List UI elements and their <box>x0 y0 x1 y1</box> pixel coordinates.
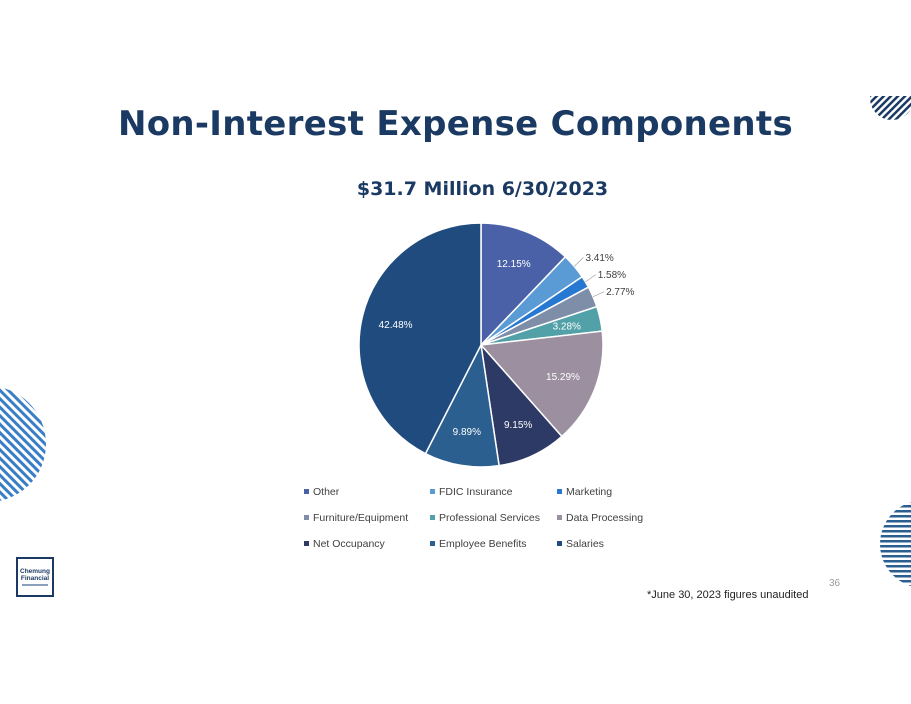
legend-swatch <box>557 489 562 494</box>
legend-label: FDIC Insurance <box>439 485 513 498</box>
pie-slice-salaries <box>358 222 482 455</box>
legend-item-other: Other <box>304 483 430 500</box>
pie-label-other: 12.15% <box>497 259 531 270</box>
legend-swatch <box>430 515 435 520</box>
decorative-striped-circle-top-right <box>870 96 911 120</box>
pie-label-data-processing: 15.29% <box>546 372 580 383</box>
pie-slice-data-processing <box>479 330 604 438</box>
legend-swatch <box>430 489 435 494</box>
footnote: *June 30, 2023 figures unaudited <box>647 589 809 601</box>
legend-swatch <box>304 541 309 546</box>
pie-labels: 12.15% 3.41% 1.58% 2.77% 3.28% 15.29% 9.15% 9.8… <box>379 253 635 438</box>
decorative-striped-circle-left <box>0 386 46 502</box>
legend-label: Marketing <box>566 485 613 498</box>
legend-label: Salaries <box>566 537 604 550</box>
pie-label-net-occupancy: 9.15% <box>504 420 532 431</box>
company-logo: Chemung Financial <box>16 557 54 597</box>
pie-slice-employee-benefits <box>424 342 500 468</box>
legend-item-salaries: Salaries <box>557 535 677 552</box>
legend-item-net-occupancy: Net Occupancy <box>304 535 430 552</box>
legend-label: Other <box>313 485 340 498</box>
pie-label-employee-benefits: 9.89% <box>453 427 481 438</box>
pie-label-fdic-insurance: 3.41% <box>585 253 613 264</box>
pie-label-salaries: 42.48% <box>379 320 413 331</box>
decorative-striped-circle-bottom-right <box>880 500 911 588</box>
legend-item-marketing: Marketing <box>557 483 677 500</box>
pie-slices <box>358 222 604 468</box>
pie-label-professional-services: 3.28% <box>553 322 581 333</box>
legend-item-employee-benefits: Employee Benefits <box>430 535 557 552</box>
legend-item-professional-services: Professional Services <box>430 509 557 526</box>
logo-line-1: Chemung <box>20 568 50 575</box>
legend-item-fdic-insurance: FDIC Insurance <box>430 483 557 500</box>
legend-swatch <box>304 515 309 520</box>
legend-label: Professional Services <box>439 511 540 524</box>
page-number: 36 <box>829 578 841 589</box>
pie-leader-line <box>592 291 605 297</box>
pie-slice-other <box>480 222 567 347</box>
legend-item-data-processing: Data Processing <box>557 509 677 526</box>
legend-label: Furniture/Equipment <box>313 511 409 524</box>
chart-legend: Other FDIC Insurance Marketing Furniture/Eq… <box>304 483 677 552</box>
logo-line-2: Financial <box>20 575 50 582</box>
legend-swatch <box>557 541 562 546</box>
legend-swatch <box>430 541 435 546</box>
legend-label: Data Processing <box>566 511 644 524</box>
legend-label: Employee Benefits <box>439 537 527 550</box>
pie-label-furniture-equipment: 2.77% <box>606 287 634 298</box>
legend-swatch <box>304 489 309 494</box>
chart-title: $31.7 Million 6/30/2023 <box>356 178 609 200</box>
legend-item-furniture-equipment: Furniture/Equipment <box>304 509 430 526</box>
logo-underline <box>22 584 48 586</box>
pie-label-marketing: 1.58% <box>598 270 626 281</box>
legend-swatch <box>557 515 562 520</box>
pie-leader-line <box>585 274 596 283</box>
pie-leader-line <box>574 257 584 267</box>
legend-label: Net Occupancy <box>313 537 385 550</box>
slide-title: Non-Interest Expense Components <box>117 104 794 144</box>
